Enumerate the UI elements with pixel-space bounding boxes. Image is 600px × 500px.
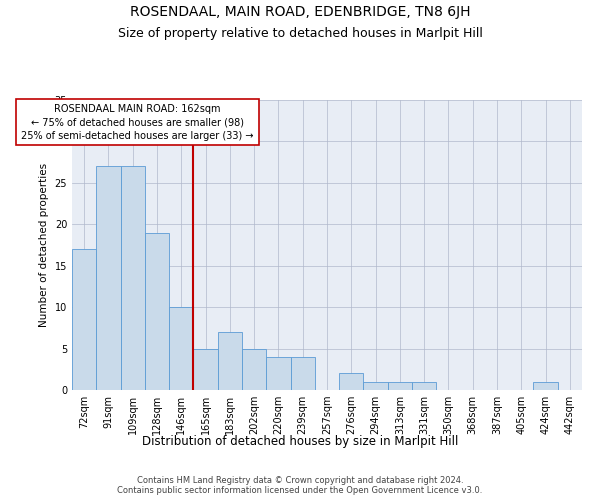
Y-axis label: Number of detached properties: Number of detached properties — [39, 163, 49, 327]
Bar — [290, 357, 315, 390]
Bar — [533, 382, 558, 390]
Bar — [169, 307, 193, 390]
Bar — [412, 382, 436, 390]
Bar — [242, 348, 266, 390]
Text: Contains HM Land Registry data © Crown copyright and database right 2024.
Contai: Contains HM Land Registry data © Crown c… — [118, 476, 482, 495]
Bar — [96, 166, 121, 390]
Bar — [339, 374, 364, 390]
Bar — [72, 249, 96, 390]
Text: Distribution of detached houses by size in Marlpit Hill: Distribution of detached houses by size … — [142, 435, 458, 448]
Text: Size of property relative to detached houses in Marlpit Hill: Size of property relative to detached ho… — [118, 28, 482, 40]
Bar — [193, 348, 218, 390]
Text: ROSENDAAL MAIN ROAD: 162sqm
← 75% of detached houses are smaller (98)
25% of sem: ROSENDAAL MAIN ROAD: 162sqm ← 75% of det… — [22, 104, 254, 141]
Bar — [364, 382, 388, 390]
Bar — [388, 382, 412, 390]
Bar — [218, 332, 242, 390]
Bar — [266, 357, 290, 390]
Bar — [145, 232, 169, 390]
Bar — [121, 166, 145, 390]
Text: ROSENDAAL, MAIN ROAD, EDENBRIDGE, TN8 6JH: ROSENDAAL, MAIN ROAD, EDENBRIDGE, TN8 6J… — [130, 5, 470, 19]
